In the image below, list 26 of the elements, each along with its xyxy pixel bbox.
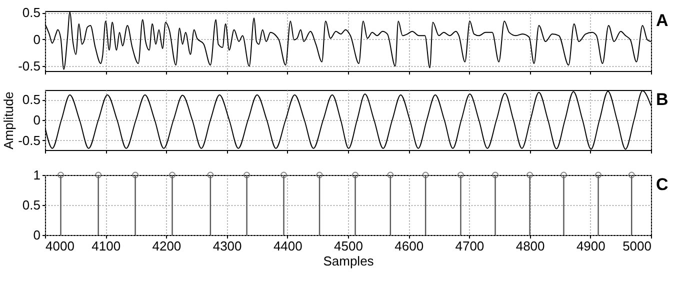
text: C (656, 175, 668, 194)
y-axis-title: Amplitude (1, 92, 16, 150)
y-tick-label: 0 (33, 228, 40, 242)
x-tick-label: 4500 (334, 238, 363, 254)
y-tick-label: 0.5 (22, 198, 40, 212)
y-tick-label: 0.5 (22, 92, 40, 108)
y-tick-label: 0 (33, 32, 40, 47)
x-tick-label: 4000 (46, 238, 74, 254)
x-axis-title: Samples (323, 254, 374, 268)
x-tick-label: 4200 (152, 238, 182, 254)
x-tick-label: 4600 (394, 238, 424, 254)
x-tick-label: 5000 (622, 238, 652, 254)
text: A (656, 11, 668, 30)
line-series (45, 90, 651, 150)
text: B (656, 90, 668, 109)
y-tick-label: 0.5 (22, 5, 40, 20)
x-tick-label: 4800 (516, 238, 545, 254)
x-tick-label: 4100 (92, 238, 121, 254)
y-tick-label: 0 (33, 112, 40, 128)
y-tick-label: -0.5 (18, 132, 40, 148)
y-tick-label: 1 (33, 168, 40, 182)
y-tick-label: -0.5 (18, 58, 40, 74)
x-tick-label: 4700 (455, 238, 484, 254)
x-tick-label: 4300 (212, 238, 242, 254)
x-tick-label: 4400 (273, 238, 302, 254)
x-tick-label: 4900 (576, 238, 606, 254)
